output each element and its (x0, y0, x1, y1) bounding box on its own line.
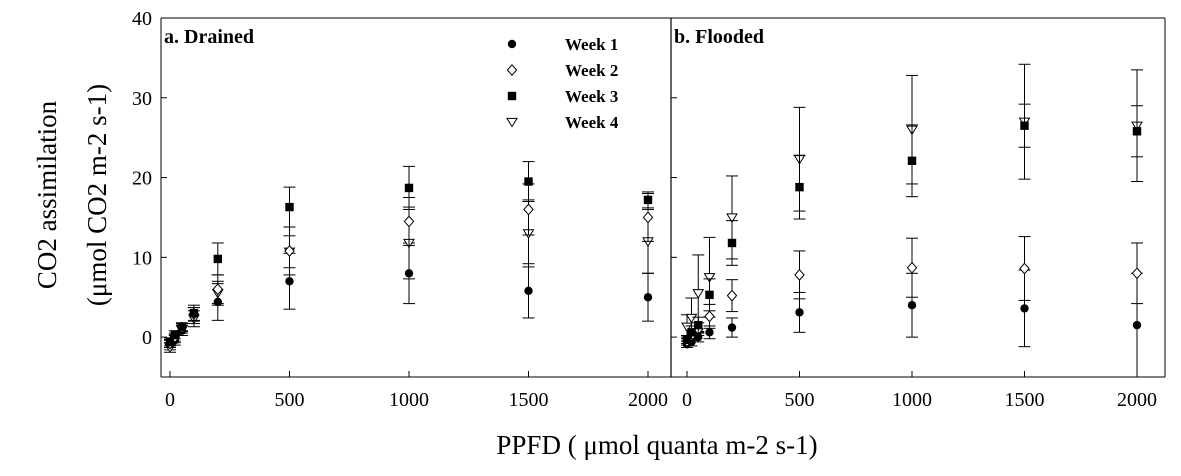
x-tick-label: 1500 (1005, 389, 1045, 411)
marker-diamond (1131, 267, 1143, 280)
chart-panels: 0 10 20 30 40 0 500 1000 1500 2000 a. Drained 0 500 1… (132, 8, 1166, 411)
marker-diamond (642, 211, 654, 224)
x-tick-label: 1000 (892, 389, 932, 411)
x-axis-title: PPFD ( μmol quanta m-2 s-1) (496, 430, 817, 460)
marker-square (404, 183, 414, 193)
y-tick-label: 0 (142, 327, 152, 349)
marker-circle (643, 293, 653, 302)
x-tick-label: 1000 (389, 389, 429, 411)
marker-square (213, 254, 222, 264)
legend: Week 1 Week 2 Week 3 Week 4 (506, 35, 619, 132)
x-tick-label: 0 (682, 389, 692, 411)
legend-label: Week 1 (565, 35, 618, 54)
y-tick-label: 30 (132, 88, 152, 110)
marker-square (1020, 121, 1029, 130)
marker-diamond (284, 244, 295, 257)
marker-circle (705, 328, 714, 337)
marker-diamond (906, 261, 918, 274)
marker-circle (795, 308, 804, 317)
marker-square (907, 156, 917, 166)
x-tick-label: 500 (275, 389, 305, 411)
x-tick-label: 500 (785, 389, 815, 411)
series-week-3 (164, 161, 654, 347)
y-tick-label: 20 (132, 168, 152, 190)
marker-square (170, 330, 179, 339)
legend-label: Week 2 (565, 61, 618, 80)
y-tick-label: 40 (132, 8, 152, 30)
marker-square (177, 322, 187, 331)
marker-circle (524, 286, 533, 296)
panel-title: b. Flooded (674, 26, 764, 48)
marker-circle (1132, 320, 1142, 330)
marker-square (285, 202, 294, 212)
y-axis-title-line1: CO2 assimilation (32, 100, 62, 289)
series-week-3 (681, 103, 1143, 344)
marker-triangle (685, 313, 698, 324)
marker-circle (1020, 304, 1029, 313)
marker-triangle (692, 289, 705, 299)
marker-square (682, 335, 692, 344)
marker-square (687, 328, 696, 337)
x-tick-label: 2000 (1117, 389, 1157, 411)
marker-circle (285, 277, 294, 286)
marker-circle (507, 39, 517, 49)
marker-diamond (794, 268, 805, 281)
marker-diamond (704, 310, 715, 323)
marker-square (189, 308, 199, 318)
marker-triangle (726, 213, 738, 224)
marker-square (694, 320, 703, 330)
marker-square (727, 238, 737, 248)
marker-triangle (681, 322, 693, 333)
legend-label: Week 3 (565, 87, 618, 106)
x-tick-label: 1500 (509, 389, 549, 411)
marker-diamond (403, 215, 415, 228)
marker-triangle (703, 273, 716, 283)
panel-title: a. Drained (164, 26, 254, 48)
marker-diamond (506, 64, 518, 76)
x-tick-label: 2000 (628, 389, 668, 411)
y-axis-title: CO2 assimilation (μmol CO2 m-2 s-1) (32, 84, 112, 306)
marker-square (705, 290, 714, 300)
marker-diamond (523, 203, 534, 216)
panel-flooded: 0 500 1000 1500 2000 b. Flooded (674, 26, 1157, 411)
marker-triangle (506, 117, 518, 128)
y-tick-label: 10 (132, 247, 152, 269)
marker-diamond (726, 289, 738, 302)
marker-square (507, 91, 517, 101)
y-axis-title-line2: (μmol CO2 m-2 s-1) (82, 84, 112, 306)
marker-square (643, 195, 653, 205)
legend-label: Week 4 (565, 113, 619, 132)
marker-square (1132, 127, 1142, 136)
x-tick-label: 0 (165, 389, 175, 411)
marker-square (795, 182, 804, 192)
marker-circle (727, 323, 737, 332)
marker-square (524, 177, 533, 186)
marker-circle (907, 301, 917, 310)
x-axis-title: PPFD ( μmol quanta m-2 s-1) (496, 430, 817, 460)
marker-diamond (212, 283, 224, 296)
panel-drained: 0 500 1000 1500 2000 a. Drained (164, 26, 668, 411)
marker-square (165, 337, 175, 347)
marker-diamond (1019, 262, 1030, 275)
